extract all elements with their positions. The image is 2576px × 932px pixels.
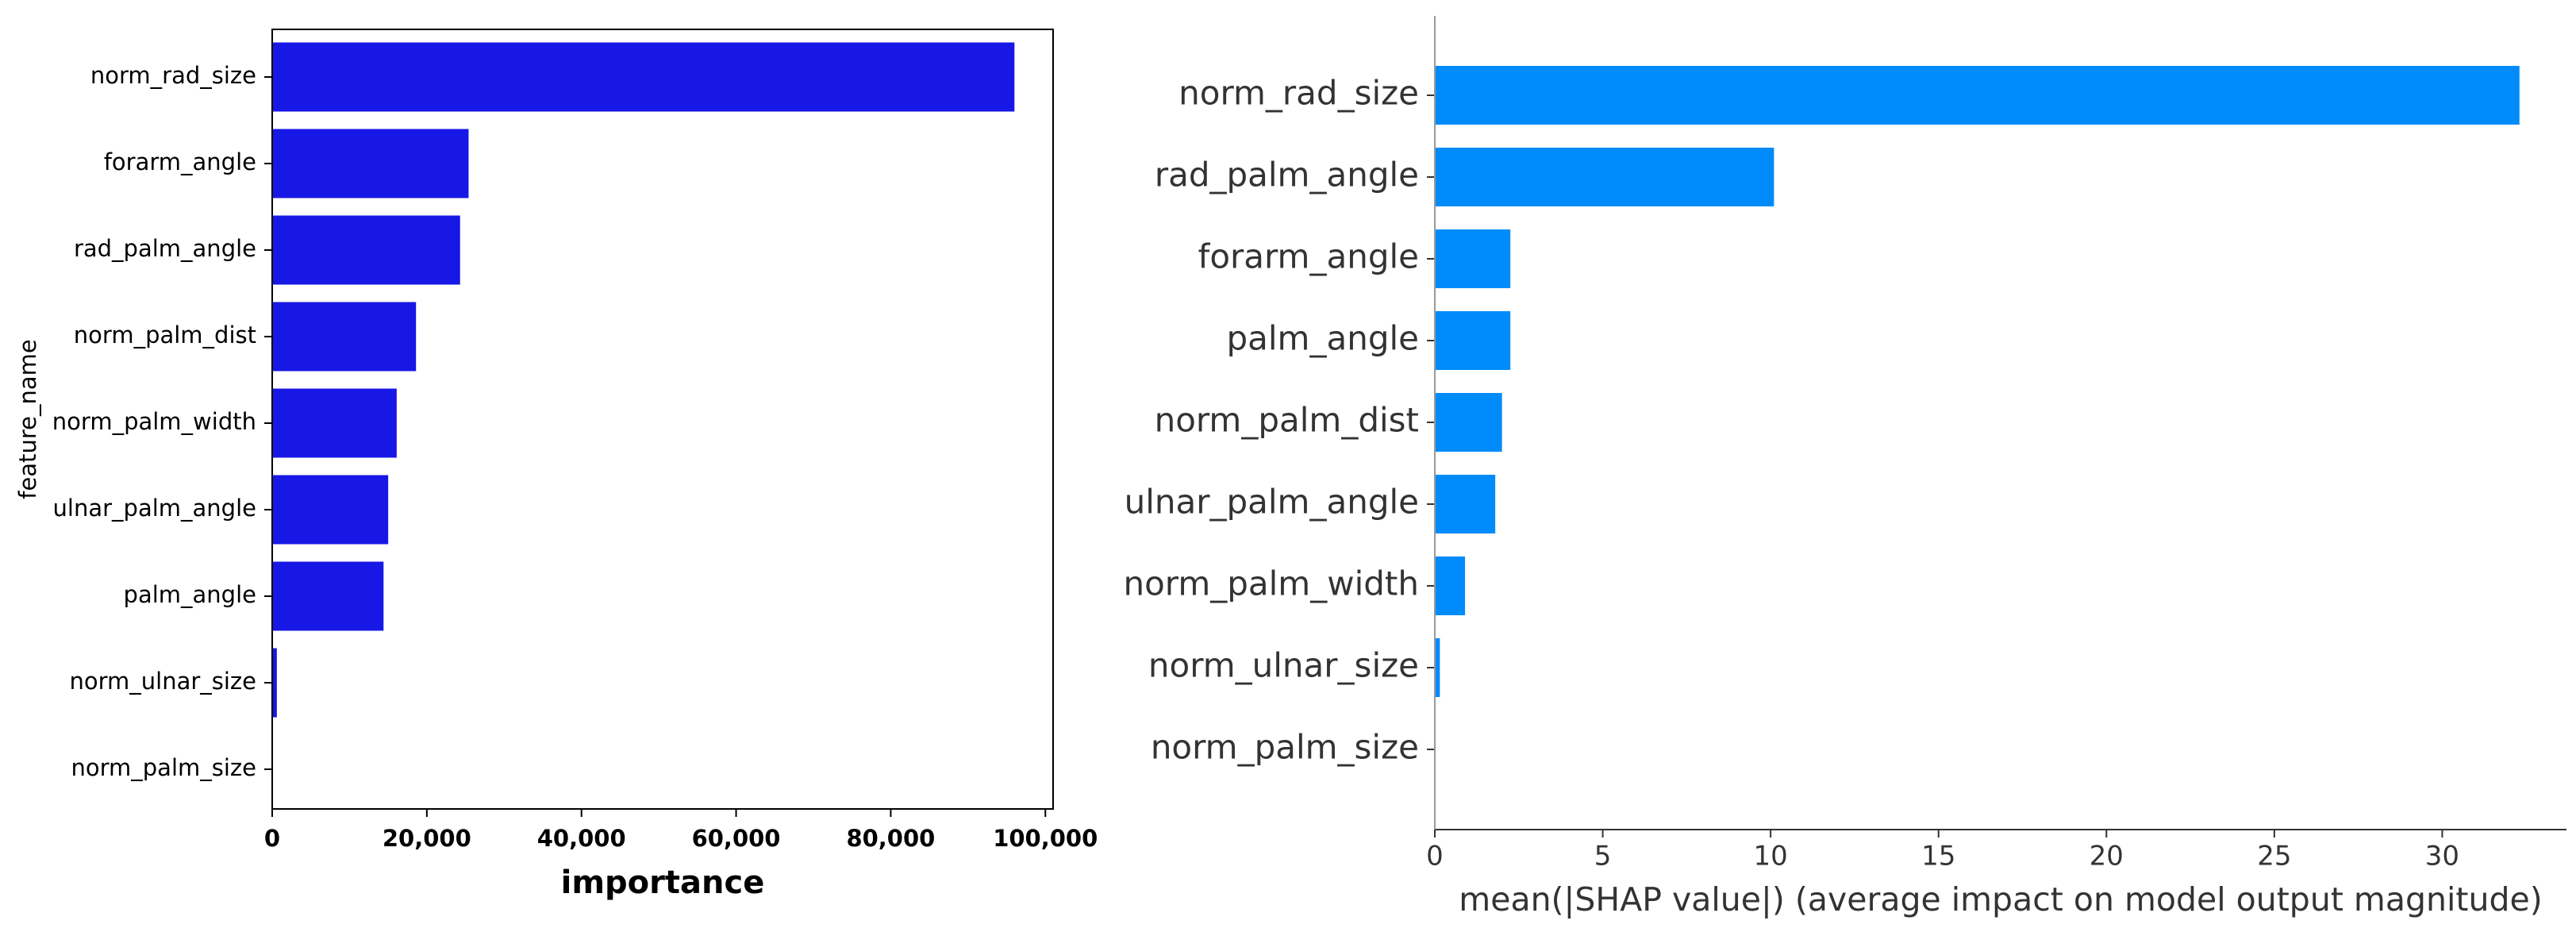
- bar: [272, 129, 469, 198]
- y-tick-label: norm_palm_width: [1123, 564, 1419, 603]
- y-tick-label: rad_palm_angle: [74, 235, 256, 262]
- x-tick-label: 30: [2425, 841, 2459, 872]
- y-tick-label: rad_palm_angle: [1155, 156, 1419, 194]
- bar: [1435, 311, 1511, 370]
- y-tick-label: norm_rad_size: [1178, 74, 1419, 113]
- bar: [272, 388, 397, 458]
- x-tick-label: 25: [2257, 841, 2291, 872]
- bar: [272, 475, 389, 545]
- bar: [1435, 66, 2520, 125]
- bar: [272, 648, 277, 718]
- bar: [272, 561, 384, 631]
- y-tick-label: norm_palm_dist: [1155, 401, 1419, 440]
- bar: [1435, 148, 1774, 206]
- y-tick-label: norm_ulnar_size: [69, 668, 256, 695]
- x-axis-label: mean(|SHAP value|) (average impact on mo…: [1459, 880, 2542, 919]
- x-tick-label: 0: [1426, 841, 1444, 872]
- x-axis-label: importance: [561, 865, 765, 901]
- y-tick-label: palm_angle: [1226, 319, 1419, 358]
- x-tick-label: 0: [264, 825, 280, 852]
- y-axis-label: feature_name: [14, 339, 41, 499]
- bar: [272, 215, 460, 285]
- y-tick-label: norm_palm_dist: [74, 322, 256, 349]
- bar: [1435, 229, 1511, 288]
- x-tick-label: 5: [1594, 841, 1612, 872]
- y-tick-label: norm_rad_size: [90, 62, 256, 89]
- y-tick-label: norm_palm_width: [52, 408, 256, 435]
- x-tick-label: 80,000: [846, 825, 935, 852]
- x-tick-label: 15: [1921, 841, 1955, 872]
- bar: [1435, 475, 1496, 533]
- x-tick-label: 20,000: [383, 825, 471, 852]
- bar: [1435, 557, 1466, 615]
- y-tick-label: forarm_angle: [104, 148, 256, 175]
- y-tick-label: ulnar_palm_angle: [53, 495, 256, 522]
- y-tick-label: forarm_angle: [1198, 237, 1419, 276]
- x-tick-label: 40,000: [537, 825, 626, 852]
- y-tick-label: norm_palm_size: [1151, 728, 1419, 767]
- y-tick-label: norm_ulnar_size: [1148, 646, 1419, 685]
- y-tick-label: palm_angle: [124, 581, 256, 608]
- bar: [272, 302, 417, 372]
- x-tick-label: 100,000: [993, 825, 1098, 852]
- bar: [272, 42, 1015, 112]
- bar: [1435, 638, 1440, 697]
- bar: [1435, 393, 1502, 452]
- y-tick-label: ulnar_palm_angle: [1125, 483, 1419, 522]
- x-tick-label: 20: [2090, 841, 2124, 872]
- y-tick-label: norm_palm_size: [71, 754, 256, 781]
- x-tick-label: 60,000: [692, 825, 781, 852]
- plot-frame: [271, 29, 1054, 810]
- x-tick-label: 10: [1754, 841, 1788, 872]
